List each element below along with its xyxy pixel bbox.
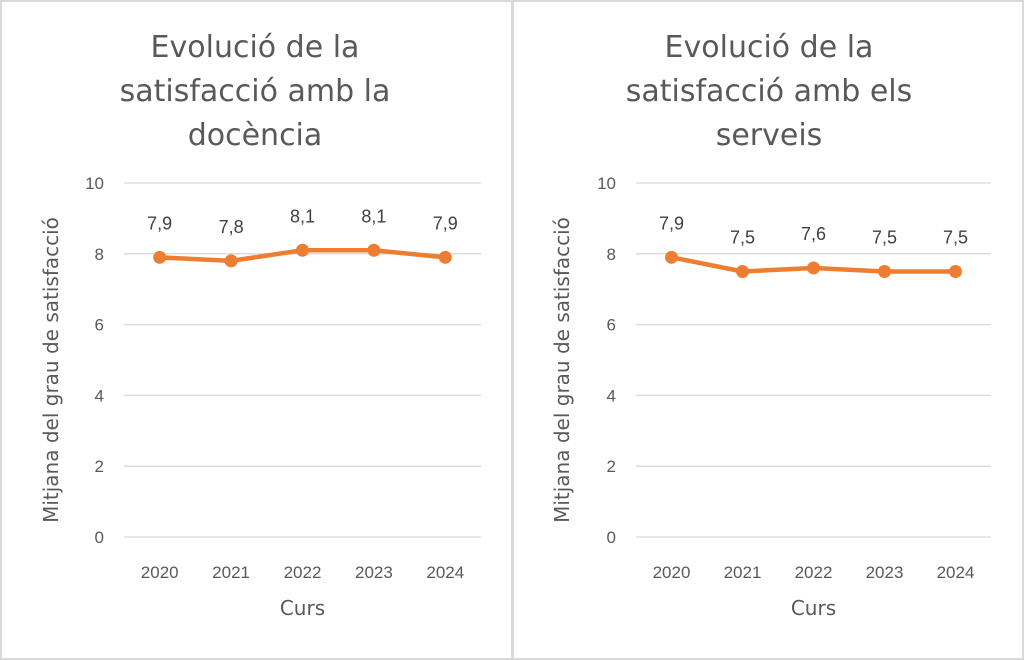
data-point <box>878 265 891 278</box>
x-tick-label: 2023 <box>866 563 904 582</box>
data-label: 8,1 <box>290 206 315 226</box>
data-point <box>438 250 452 264</box>
x-tick-label: 2022 <box>284 563 322 582</box>
panel-divider <box>511 0 514 660</box>
x-tick-label: 2024 <box>426 563 464 582</box>
data-label: 7,5 <box>730 228 755 248</box>
data-point <box>296 243 309 257</box>
x-tick-label: 2022 <box>795 563 833 582</box>
y-tick-label: 8 <box>607 245 616 264</box>
x-tick-label: 2024 <box>937 563 975 582</box>
chart-title: Evolució de la satisfacció amb els serve… <box>514 26 1024 158</box>
line-chart-docencia: 0 2 4 6 8 10 2020 2021 2022 2023 2024 Curs Mitjana d… <box>39 174 481 620</box>
data-label: 7,8 <box>219 217 244 237</box>
data-point <box>736 265 749 278</box>
x-tick-label: 2021 <box>724 563 762 582</box>
y-tick-label: 4 <box>95 386 104 405</box>
chart-panel-serveis: Evolució de la satisfacció amb els serve… <box>514 0 1024 660</box>
y-tick-label: 0 <box>607 528 616 547</box>
chart-title: Evolució de la satisfacció amb la docènc… <box>0 26 510 158</box>
chart-title-line: satisfacció amb la <box>119 74 391 109</box>
line-chart-serveis: 0 2 4 6 8 10 2020 2021 2022 2023 2024 Curs Mitjana d… <box>550 174 991 620</box>
y-tick-label: 6 <box>607 316 616 335</box>
x-tick-label: 2021 <box>212 563 250 582</box>
x-axis-title: Curs <box>280 596 325 620</box>
chart-title-line: Evolució de la <box>664 30 874 65</box>
data-point <box>665 250 678 264</box>
data-point <box>153 250 167 264</box>
chart-title-line: serveis <box>715 118 823 153</box>
data-point <box>807 261 820 275</box>
data-label: 7,9 <box>433 213 458 233</box>
y-tick-label: 0 <box>95 528 104 547</box>
y-tick-label: 2 <box>607 457 616 476</box>
x-tick-label: 2020 <box>653 563 691 582</box>
x-tick-label: 2020 <box>141 563 179 582</box>
y-tick-label: 10 <box>85 174 104 193</box>
y-tick-label: 10 <box>597 174 616 193</box>
chart-title-line: satisfacció amb els <box>625 74 913 109</box>
chart-title-line: Evolució de la <box>150 30 360 65</box>
data-label: 7,9 <box>659 213 684 233</box>
data-label: 7,9 <box>147 213 172 233</box>
y-tick-label: 8 <box>95 245 104 264</box>
data-point <box>224 254 238 268</box>
data-point <box>367 243 381 257</box>
y-axis-title: Mitjana del grau de satisfacció <box>39 217 63 523</box>
y-tick-label: 2 <box>95 457 104 476</box>
data-label: 7,5 <box>943 228 968 248</box>
y-tick-label: 6 <box>95 316 104 335</box>
chart-panel-docencia: Evolució de la satisfacció amb la docènc… <box>0 0 510 660</box>
data-label: 8,1 <box>361 206 386 226</box>
x-axis-title: Curs <box>791 596 836 620</box>
data-label: 7,6 <box>801 224 826 244</box>
y-tick-label: 4 <box>607 386 616 405</box>
x-tick-label: 2023 <box>355 563 393 582</box>
data-point <box>949 265 962 278</box>
y-axis-title: Mitjana del grau de satisfacció <box>550 217 574 523</box>
chart-title-line: docència <box>187 118 323 153</box>
data-label: 7,5 <box>872 228 897 248</box>
